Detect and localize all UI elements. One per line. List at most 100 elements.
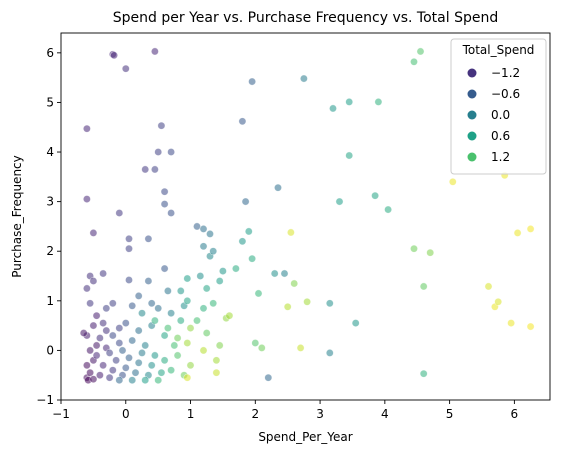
data-point — [161, 188, 168, 195]
data-point — [184, 339, 191, 346]
data-point — [281, 270, 288, 277]
data-point — [216, 277, 223, 284]
data-point — [125, 276, 132, 283]
data-point — [135, 292, 142, 299]
data-point — [145, 277, 152, 284]
data-point — [213, 369, 220, 376]
y-tick-label: 4 — [46, 145, 54, 159]
data-point — [171, 342, 178, 349]
legend-marker — [468, 132, 477, 141]
legend-marker — [468, 153, 477, 162]
data-point — [239, 238, 246, 245]
data-point — [87, 369, 94, 376]
data-point — [161, 332, 168, 339]
data-point — [129, 337, 136, 344]
data-point — [100, 320, 107, 327]
data-point — [177, 287, 184, 294]
data-point — [226, 312, 233, 319]
data-point — [326, 300, 333, 307]
data-point — [151, 317, 158, 324]
data-point — [252, 339, 259, 346]
data-point — [106, 374, 113, 381]
data-point — [168, 310, 175, 317]
data-point — [287, 229, 294, 236]
data-point — [129, 302, 136, 309]
data-point — [125, 245, 132, 252]
data-point — [410, 58, 417, 65]
data-point — [138, 310, 145, 317]
data-point — [142, 166, 149, 173]
data-point — [420, 370, 427, 377]
y-tick-label: 0 — [46, 343, 54, 357]
data-point — [210, 248, 217, 255]
data-point — [119, 347, 126, 354]
data-point — [93, 312, 100, 319]
data-point — [109, 300, 116, 307]
data-point — [177, 317, 184, 324]
legend-marker — [468, 111, 477, 120]
data-point — [184, 297, 191, 304]
data-point — [164, 287, 171, 294]
data-point — [161, 357, 168, 364]
data-point — [239, 118, 246, 125]
data-point — [284, 303, 291, 310]
data-point — [83, 125, 90, 132]
y-tick-label: 1 — [46, 294, 54, 308]
legend-label: 0.6 — [491, 129, 510, 143]
data-point — [158, 369, 165, 376]
data-point — [83, 196, 90, 203]
data-point — [93, 342, 100, 349]
data-point — [168, 148, 175, 155]
data-point — [197, 272, 204, 279]
x-tick-label: 3 — [316, 407, 324, 421]
data-point — [346, 98, 353, 105]
data-point — [297, 344, 304, 351]
data-point — [93, 352, 100, 359]
data-point — [155, 377, 162, 384]
y-tick-label: 5 — [46, 95, 54, 109]
data-point — [103, 305, 110, 312]
data-point — [138, 349, 145, 356]
x-tick-label: 1 — [187, 407, 195, 421]
legend: Total_Spend −1.2−0.60.00.61.2 — [451, 39, 546, 174]
data-point — [135, 359, 142, 366]
data-point — [129, 377, 136, 384]
data-point — [116, 209, 123, 216]
data-point — [158, 122, 165, 129]
data-point — [242, 198, 249, 205]
data-point — [449, 178, 456, 185]
data-point — [135, 327, 142, 334]
data-point — [336, 198, 343, 205]
data-point — [271, 270, 278, 277]
data-point — [219, 268, 226, 275]
data-point — [300, 75, 307, 82]
data-point — [200, 305, 207, 312]
data-point — [304, 298, 311, 305]
legend-label: 0.0 — [491, 108, 510, 122]
data-point — [174, 352, 181, 359]
data-point — [410, 245, 417, 252]
data-point — [113, 357, 120, 364]
data-point — [168, 209, 175, 216]
legend-label: −0.6 — [491, 87, 520, 101]
data-point — [174, 334, 181, 341]
legend-label: 1.2 — [491, 150, 510, 164]
data-point — [206, 230, 213, 237]
data-point — [164, 325, 171, 332]
data-point — [80, 329, 87, 336]
data-point — [485, 283, 492, 290]
data-point — [111, 52, 118, 59]
data-point — [125, 354, 132, 361]
x-tick-label: 4 — [381, 407, 389, 421]
y-tick-label: 3 — [46, 195, 54, 209]
data-point — [161, 201, 168, 208]
data-point — [142, 377, 149, 384]
y-tick-label: 6 — [46, 46, 54, 60]
data-point — [184, 374, 191, 381]
data-point — [155, 305, 162, 312]
data-point — [83, 285, 90, 292]
data-point — [125, 235, 132, 242]
data-point — [258, 344, 265, 351]
data-point — [527, 225, 534, 232]
